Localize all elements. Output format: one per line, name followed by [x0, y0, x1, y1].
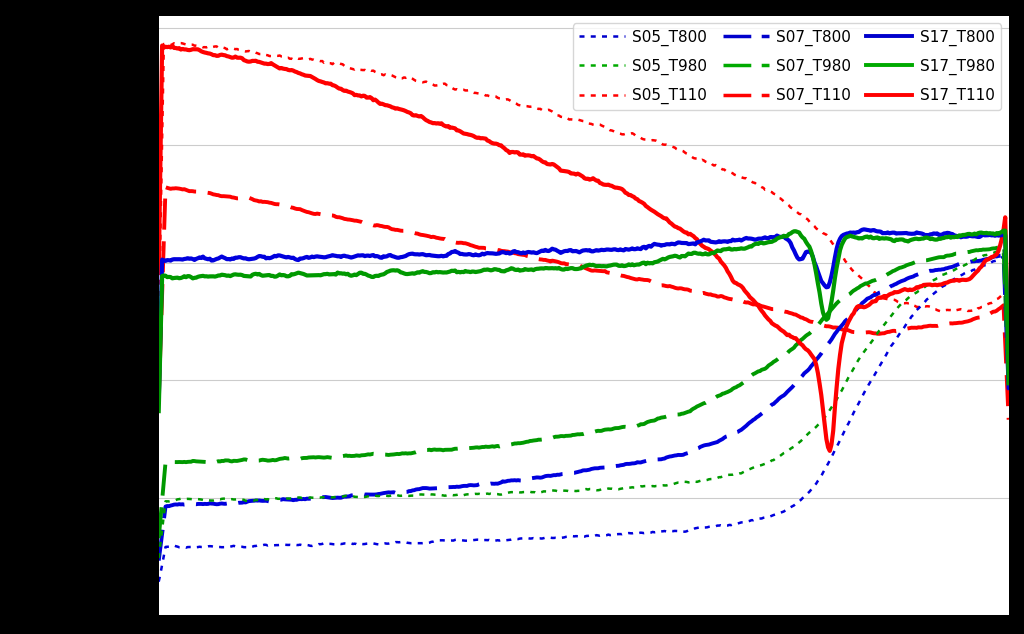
Legend: S05_T800, S05_T980, S05_T110, S07_T800, S07_T980, S07_T110, S17_T800, S17_T980, : S05_T800, S05_T980, S05_T110, S07_T800, … [572, 23, 1001, 110]
